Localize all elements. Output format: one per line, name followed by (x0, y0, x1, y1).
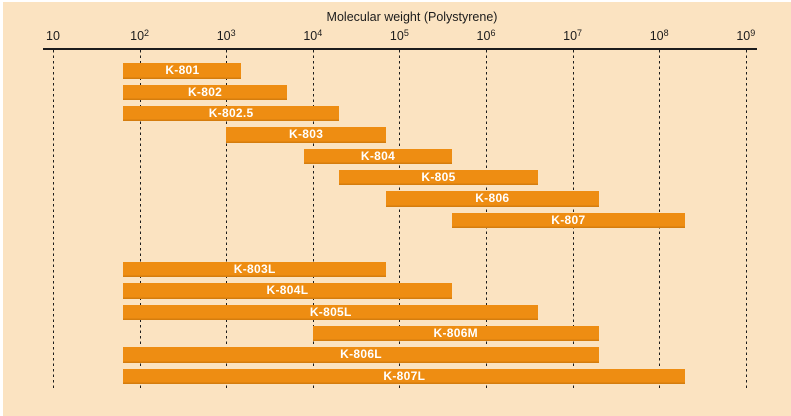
bar-k-802: K-802 (123, 84, 287, 101)
x-tick-label-10e9: 109 (736, 28, 756, 44)
gridline-10e4 (312, 50, 314, 390)
bar-k-806m: K-806M (312, 325, 599, 342)
x-tick-label-10e7: 107 (563, 28, 583, 44)
gridline-10e5 (399, 50, 401, 390)
x-tick-label-10e2: 102 (130, 28, 150, 44)
x-axis-line (43, 48, 757, 50)
frame-edge-top (0, 0, 791, 2)
x-tick-label-10e8: 108 (649, 28, 669, 44)
x-tick-label-10e1: 10 (46, 29, 60, 43)
bar-k-802.5: K-802.5 (123, 105, 339, 122)
gridline-10e2 (139, 50, 141, 390)
bar-k-804: K-804 (304, 148, 452, 165)
bar-k-806l: K-806L (123, 347, 599, 363)
frame-edge-left (0, 0, 3, 416)
x-tick-label-10e5: 105 (389, 28, 409, 44)
gridline-10e3 (226, 50, 228, 390)
bar-k-803l: K-803L (123, 261, 386, 278)
bar-k-807l: K-807L (123, 368, 686, 385)
bar-k-801: K-801 (123, 63, 242, 79)
x-tick-label-10e6: 106 (476, 28, 496, 44)
bar-k-804l: K-804L (123, 283, 452, 299)
bar-k-803: K-803 (226, 127, 386, 143)
bar-k-806: K-806 (385, 191, 599, 207)
chart-title: Molecular weight (Polystyrene) (326, 10, 498, 24)
bar-k-805l: K-805L (123, 304, 539, 320)
x-tick-label-10e3: 103 (216, 28, 236, 44)
gridline-10e1 (53, 50, 54, 390)
bar-k-807: K-807 (451, 212, 686, 228)
x-tick-label-10e4: 104 (303, 28, 323, 44)
gridline-10e9 (745, 50, 747, 390)
bar-k-805: K-805 (338, 169, 539, 186)
